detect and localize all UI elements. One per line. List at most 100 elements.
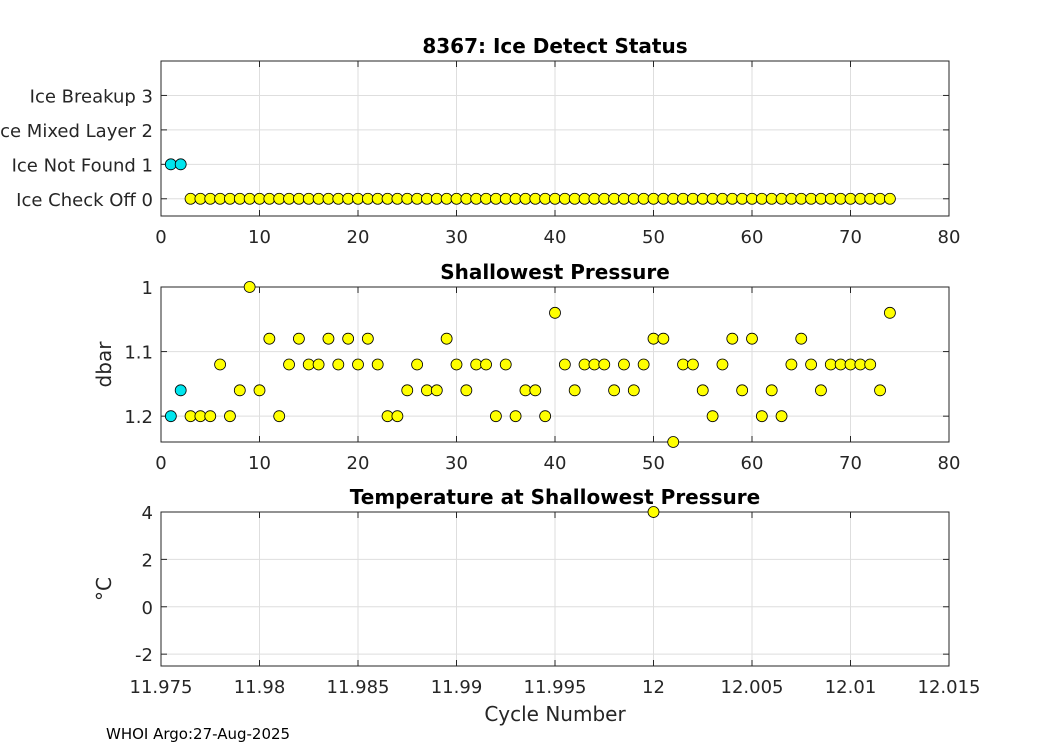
plot3-x-tick-label: 11.975: [130, 677, 193, 698]
plot2-point-yellow: [253, 384, 266, 397]
plot1-point-yellow: [292, 192, 305, 205]
plot2-point-yellow: [844, 358, 857, 371]
plot1-point-yellow: [342, 192, 355, 205]
plot1-point-yellow: [696, 192, 709, 205]
plot1-point-yellow: [765, 192, 778, 205]
plot1-point-yellow: [539, 192, 552, 205]
plot2-point-yellow: [618, 358, 630, 371]
plot1-point-yellow: [795, 192, 808, 205]
plot1-point-yellow: [204, 192, 217, 205]
plot1-point-yellow: [834, 192, 847, 205]
plot1-point-yellow: [194, 192, 207, 205]
plot3-x-tick-label: 11.995: [524, 677, 587, 698]
plot1-point-yellow: [263, 192, 276, 205]
plot2-point-yellow: [598, 358, 611, 371]
plot2-point-yellow: [450, 358, 463, 371]
plot1-point-yellow: [233, 192, 246, 205]
plot2-point-yellow: [470, 358, 483, 371]
plot1-point-yellow: [687, 192, 699, 205]
plot1-x-tick-label: 60: [741, 227, 764, 248]
plot1-point-cyan: [174, 158, 187, 171]
plot1-point-yellow: [558, 192, 571, 205]
plot1-x-tick-label: 0: [155, 227, 166, 248]
plot1-point-yellow: [824, 192, 837, 205]
plot2-point-yellow: [558, 358, 571, 371]
plot1-point-yellow: [184, 192, 197, 205]
plot1-point-yellow: [273, 192, 286, 205]
plot1-point-yellow: [401, 192, 414, 205]
plot1-point-yellow: [608, 192, 620, 205]
plot2-y-axis-label: dbar: [92, 341, 116, 388]
plot2-point-yellow: [657, 332, 670, 345]
plot3-y-tick-label: 2: [142, 550, 153, 571]
plot2-point-yellow: [460, 384, 473, 397]
plot2-point-yellow: [352, 358, 364, 371]
plot1-point-yellow: [381, 192, 394, 205]
plot2-point-yellow: [795, 332, 808, 345]
plot2-point-yellow: [381, 410, 394, 423]
plot3-x-tick-label: 11.985: [327, 677, 390, 698]
plot2-x-tick-label: 30: [445, 453, 468, 474]
plot2-x-tick-label: 10: [248, 453, 271, 474]
plot2-y-tick-label: 1: [142, 278, 153, 299]
plot1-point-yellow: [361, 192, 374, 205]
plot2-point-yellow: [815, 384, 827, 397]
plot1-point-yellow: [755, 192, 768, 205]
plot2-point-yellow: [233, 384, 246, 397]
plot3-x-tick-label: 12.005: [721, 677, 784, 698]
plot2-point-yellow: [578, 358, 591, 371]
plot2-point-yellow: [726, 332, 739, 345]
plot2-point-yellow: [588, 358, 601, 371]
plot2-point-yellow: [824, 358, 837, 371]
plot1-x-tick-label: 80: [938, 227, 961, 248]
plot2-point-yellow: [637, 358, 650, 371]
plot2-point-yellow: [421, 384, 433, 397]
plot1-point-yellow: [618, 192, 630, 205]
plot1-point-cyan: [164, 158, 177, 171]
plot2-point-yellow: [283, 358, 295, 371]
plot2-point-yellow: [371, 358, 384, 371]
plot2-point-yellow: [332, 358, 345, 371]
plot2-point-yellow: [687, 358, 699, 371]
plot3-x-tick-label: 12.01: [825, 677, 877, 698]
plot1-point-yellow: [411, 192, 424, 205]
plot1-point-yellow: [716, 192, 729, 205]
plot2-point-yellow: [342, 332, 355, 345]
plot2-point-cyan: [174, 384, 187, 397]
plot2-point-yellow: [696, 384, 709, 397]
plot2-point-yellow: [706, 410, 719, 423]
plot1-point-yellow: [884, 192, 896, 205]
plot2-point-yellow: [677, 358, 689, 371]
plot3-axes-border: [160, 511, 950, 667]
plot2-point-yellow: [519, 384, 532, 397]
plot2-point-yellow: [302, 358, 315, 371]
plot2-point-yellow: [411, 358, 424, 371]
plot1-x-tick-label: 50: [642, 227, 665, 248]
plot1-point-yellow: [243, 192, 256, 205]
plot2-point-yellow: [391, 410, 404, 423]
plot1-point-yellow: [647, 192, 660, 205]
plot2-point-yellow: [746, 332, 758, 345]
plot2-title: Shallowest Pressure: [440, 260, 670, 284]
plot3-x-tick-label: 12.015: [918, 677, 981, 698]
plot1-y-tick-label: Ice Not Found 1: [12, 155, 153, 176]
plot1-point-yellow: [302, 192, 315, 205]
plot1-point-yellow: [568, 192, 581, 205]
plot2-point-yellow: [499, 358, 512, 371]
plot3-y-tick-label: 0: [142, 598, 153, 619]
plot2-point-yellow: [834, 358, 847, 371]
plot1-point-yellow: [322, 192, 335, 205]
plot3-point-yellow: [647, 506, 660, 518]
plot1-point-yellow: [224, 192, 236, 205]
plot2-point-yellow: [884, 306, 896, 319]
plot3-y-axis-label: °C: [92, 577, 116, 601]
plot2-point-yellow: [568, 384, 581, 397]
plot2-point-yellow: [539, 410, 552, 423]
plot2-x-tick-label: 60: [741, 453, 764, 474]
plot2-point-yellow: [775, 410, 788, 423]
plot1-x-tick-label: 30: [445, 227, 468, 248]
plot3-title: Temperature at Shallowest Pressure: [350, 485, 760, 509]
plot1-y-tick-label: Ice Breakup 3: [30, 86, 153, 107]
plot1-point-yellow: [371, 192, 384, 205]
plot1-title: 8367: Ice Detect Status: [422, 34, 687, 58]
